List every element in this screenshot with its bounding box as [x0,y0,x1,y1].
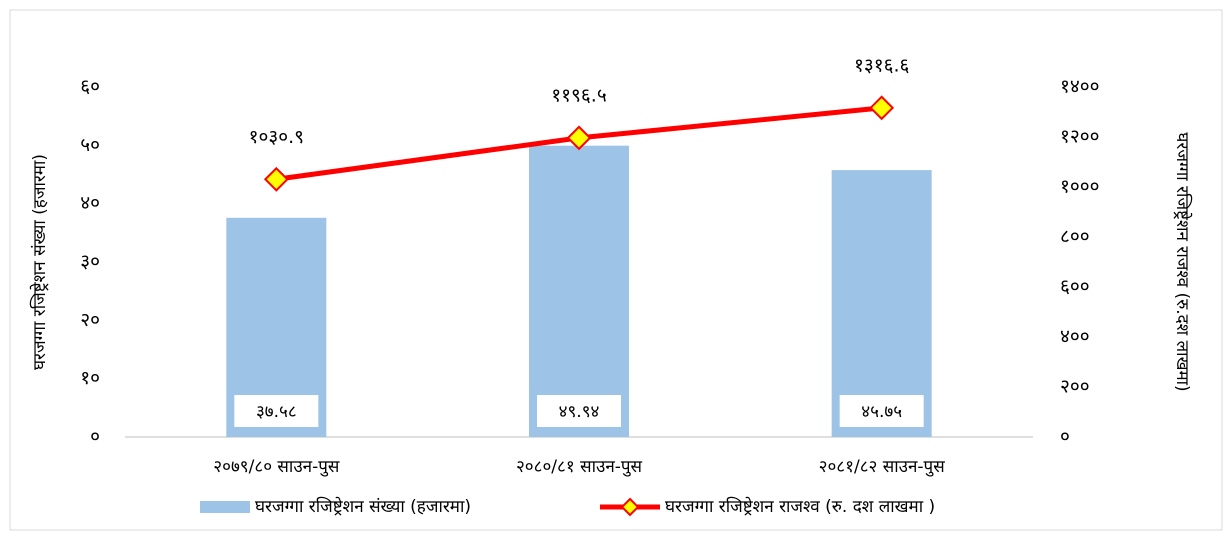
marker [566,125,592,151]
y2-tick-label: ० [1060,426,1070,448]
legend-marker [620,497,640,517]
value-label-box [839,395,924,427]
y2-tick-label: ६०० [1060,276,1090,298]
legend-swatch [200,501,250,513]
y-tick-label: ५० [80,134,100,156]
y-tick-label: २० [80,309,100,331]
value-label-box [234,395,319,427]
y-tick-label: ० [90,426,100,448]
bar [831,170,932,437]
value-label: ४९.९४ [559,402,600,422]
y-tick-label: ६० [80,76,100,98]
value-label: ३७.५८ [256,402,297,422]
y2-tick-label: १२०० [1060,126,1100,148]
y2-tick-label: २०० [1060,376,1090,398]
y-tick-label: १० [80,367,100,389]
value-label: १३१६.६ [854,54,909,76]
value-label: ११९६.५ [551,84,606,106]
marker [263,166,289,192]
y2-tick-label: ४०० [1060,326,1090,348]
value-label: १०३०.९ [249,126,304,148]
value-label: ४५.७५ [861,402,902,422]
x-tick-label: २०७९/८० साउन-पुस [213,457,340,477]
y2-tick-label: १००० [1060,176,1100,198]
marker [869,95,895,121]
x-tick-label: २०८१/८२ साउन-पुस [819,457,946,477]
y-tick-label: ४० [80,192,100,214]
legend-label: घरजग्गा रजिष्ट्रेशन राजश्व (रु. दश लाखमा… [665,496,935,517]
y-tick-label: ३० [80,251,100,273]
x-tick-label: २०८०/८१ साउन-पुस [516,457,643,477]
y2-tick-label: ८०० [1060,226,1090,248]
legend-label: घरजग्गा रजिष्ट्रेशन संख्या (हजारमा) [255,496,471,517]
y2-tick-label: १४०० [1060,76,1100,98]
y-axis-label: घरजग्गा रजिष्ट्रेशन संख्या (हजारमा) [29,154,50,370]
value-label-box [537,395,621,427]
y2-axis-label: घरजग्गा रजिष्ट्रेशन राजश्व (रु.दश लाखमा) [1172,132,1193,391]
bar [529,145,629,437]
